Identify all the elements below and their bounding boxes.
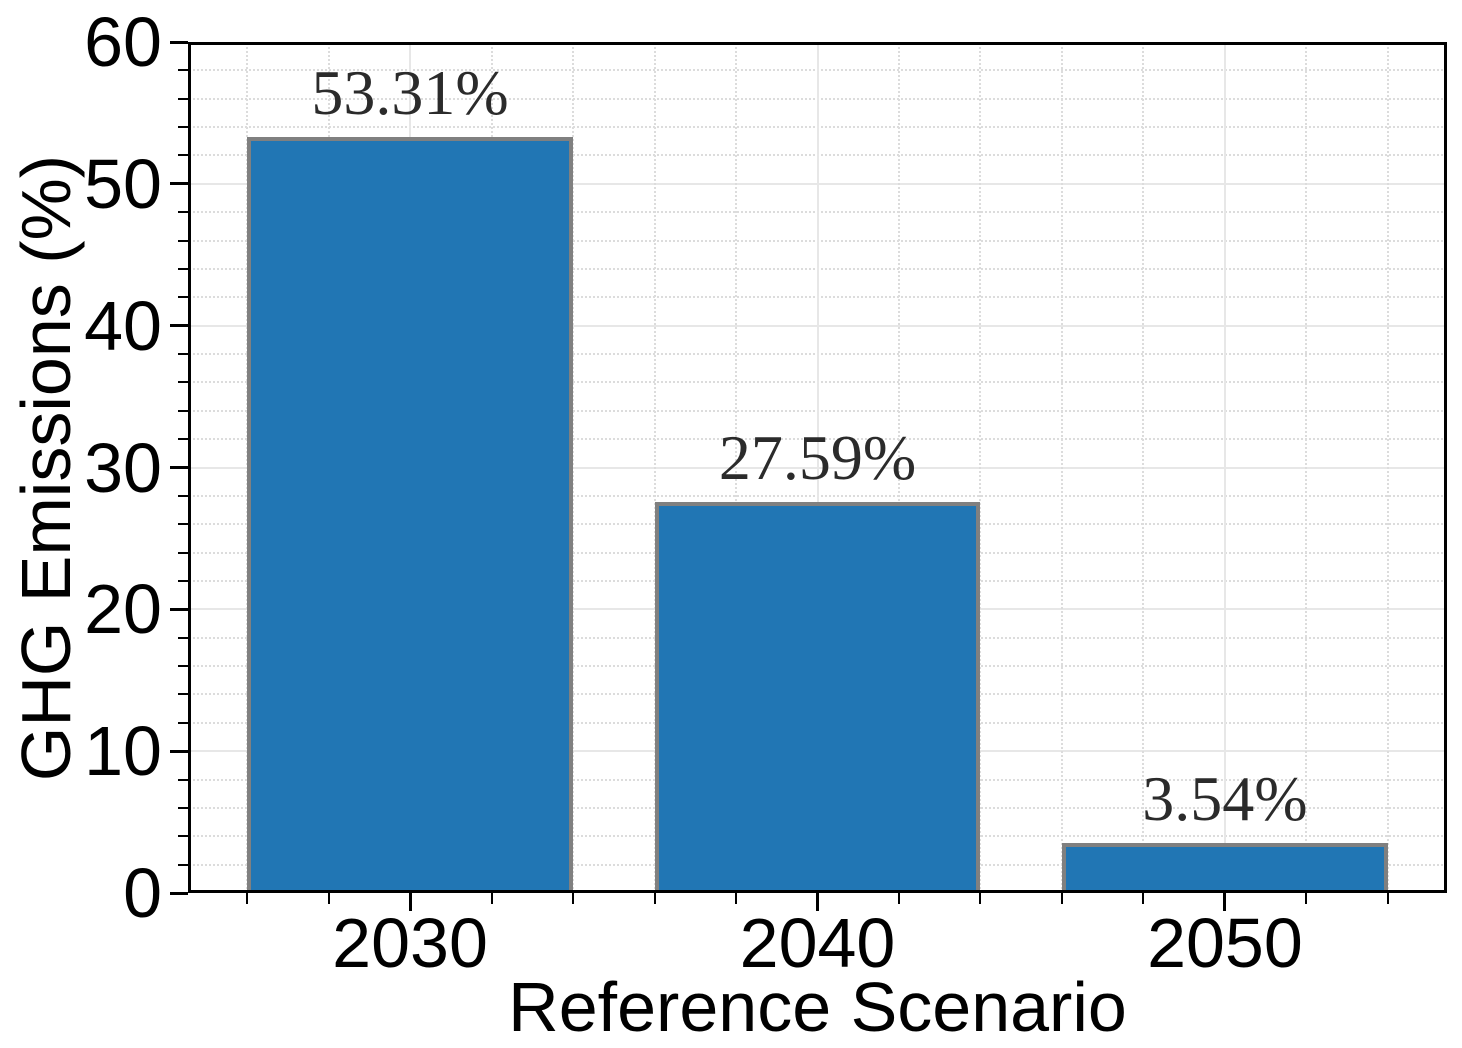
x-axis-title: Reference Scenario xyxy=(508,968,1127,1046)
y-minor-tick xyxy=(178,835,188,838)
y-major-tick xyxy=(170,182,188,186)
y-minor-tick xyxy=(178,69,188,72)
y-tick-label: 60 xyxy=(84,3,162,81)
minor-gridline-vertical xyxy=(1060,42,1063,893)
y-minor-tick xyxy=(178,523,188,526)
y-minor-tick xyxy=(178,494,188,497)
x-minor-tick xyxy=(1386,893,1389,904)
bar-2030 xyxy=(247,136,574,893)
y-major-tick xyxy=(170,40,188,44)
x-minor-tick xyxy=(572,893,575,904)
y-minor-tick xyxy=(178,579,188,582)
x-minor-tick xyxy=(735,893,737,904)
bar-2050 xyxy=(1061,842,1388,893)
x-minor-tick xyxy=(327,893,330,904)
y-minor-tick xyxy=(178,239,188,242)
y-tick-label: 30 xyxy=(84,428,162,507)
x-minor-tick xyxy=(1060,893,1063,904)
y-minor-tick xyxy=(178,551,188,554)
y-minor-tick xyxy=(178,778,188,781)
y-minor-tick xyxy=(178,693,188,696)
y-minor-tick xyxy=(178,353,188,356)
minor-gridline-vertical xyxy=(897,42,900,893)
y-major-tick xyxy=(170,749,188,753)
y-tick-label: 50 xyxy=(84,144,162,223)
y-major-tick xyxy=(170,891,188,895)
minor-gridline-vertical xyxy=(735,42,737,893)
y-minor-tick xyxy=(178,438,188,441)
x-minor-tick xyxy=(490,893,493,904)
y-tick-label: 0 xyxy=(123,854,162,932)
minor-gridline-vertical xyxy=(1305,42,1308,893)
y-minor-tick xyxy=(178,721,188,724)
minor-gridline-vertical xyxy=(979,42,982,893)
major-gridline-vertical xyxy=(816,42,819,893)
y-minor-tick xyxy=(178,409,188,412)
y-minor-tick xyxy=(178,154,188,157)
minor-gridline-vertical xyxy=(653,42,656,893)
y-major-tick xyxy=(170,607,188,611)
x-major-tick xyxy=(816,893,819,911)
x-tick-label: 2040 xyxy=(739,904,896,982)
x-tick-label: 2030 xyxy=(332,904,488,982)
y-minor-tick xyxy=(178,863,188,866)
y-minor-tick xyxy=(178,381,188,384)
y-minor-tick xyxy=(178,806,188,809)
y-major-tick xyxy=(170,324,188,328)
y-minor-tick xyxy=(178,126,188,129)
bar-value-label: 53.31% xyxy=(311,56,509,128)
y-tick-label: 10 xyxy=(84,712,162,791)
minor-gridline-vertical xyxy=(572,42,575,893)
bar-value-label: 3.54% xyxy=(1142,762,1308,834)
x-tick-label: 2050 xyxy=(1147,904,1303,982)
x-minor-tick xyxy=(246,893,249,904)
bar-2040 xyxy=(654,501,981,893)
y-tick-label: 40 xyxy=(84,286,162,365)
x-major-tick xyxy=(1223,893,1227,911)
y-minor-tick xyxy=(178,267,188,270)
x-minor-tick xyxy=(1142,893,1145,904)
x-minor-tick xyxy=(897,893,900,904)
x-minor-tick xyxy=(1305,893,1308,904)
x-major-tick xyxy=(408,893,412,911)
y-minor-tick xyxy=(178,211,188,214)
y-axis-title: GHG Emissions (%) xyxy=(7,154,85,781)
y-tick-label: 20 xyxy=(84,570,162,649)
x-minor-tick xyxy=(979,893,982,904)
y-major-tick xyxy=(170,466,188,469)
x-minor-tick xyxy=(653,893,656,904)
minor-gridline-vertical xyxy=(1386,42,1389,893)
plot-area xyxy=(188,42,1447,893)
y-minor-tick xyxy=(178,636,188,639)
y-minor-tick xyxy=(178,97,188,100)
y-minor-tick xyxy=(178,296,188,299)
minor-gridline-vertical xyxy=(1142,42,1145,893)
major-gridline-vertical xyxy=(1223,42,1226,893)
y-minor-tick xyxy=(178,665,188,668)
bar-value-label: 27.59% xyxy=(718,421,917,493)
